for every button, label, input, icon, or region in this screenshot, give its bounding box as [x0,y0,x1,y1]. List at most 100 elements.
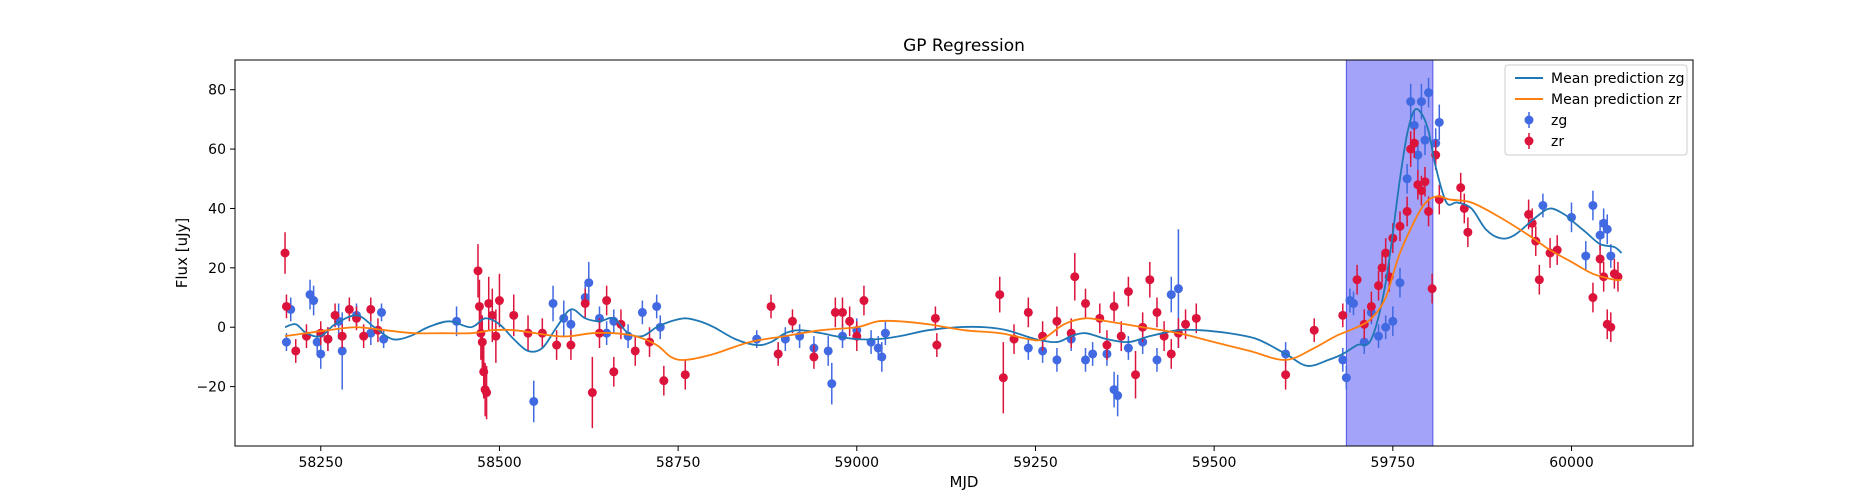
data-point [998,373,1008,383]
data-point [930,313,940,323]
legend-box [1504,64,1688,156]
data-point [1395,278,1405,288]
data-point [548,298,558,308]
x-tick-label: 59500 [1192,455,1237,471]
data-point [529,396,539,406]
plot-frame [234,59,1694,447]
y-tick-label: 0 [217,320,226,336]
legend-marker-zr [1524,133,1534,149]
data-point [1395,221,1405,231]
data-point [1377,263,1387,273]
data-point [1420,135,1430,145]
data-point [1606,322,1616,332]
data-point [1381,322,1391,332]
data-point [1052,316,1062,326]
data-point [580,298,590,308]
y-tick-label: 80 [208,83,226,99]
data-point [280,248,290,258]
data-point [1123,343,1133,353]
data-point [659,376,669,386]
data-point [1102,340,1112,350]
data-point [1581,251,1591,261]
data-point [1109,301,1119,311]
data-point [1388,316,1398,326]
data-point [281,301,291,311]
data-point [377,307,387,317]
data-point [1352,275,1362,285]
data-point [1152,355,1162,365]
data-point [1420,177,1430,187]
data-point [494,296,504,306]
data-point [637,307,647,317]
x-tick-label: 60000 [1549,455,1594,471]
data-point [366,304,376,314]
data-point [609,367,619,377]
data-point [1602,224,1612,234]
data-point [830,307,840,317]
x-tick-label: 58750 [656,455,701,471]
legend-marker-zg [1524,112,1534,128]
y-axis-label: Flux [uJy] [173,218,191,288]
y-tick-label: 60 [208,142,226,158]
data-point [474,301,484,311]
data-point [1173,284,1183,294]
data-point [680,370,690,380]
data-point [1534,275,1544,285]
legend-label-zg: zg [1551,113,1567,129]
data-point [1052,355,1062,365]
data-point [1341,373,1351,383]
data-point [995,290,1005,300]
data-point [482,388,492,398]
data-point [491,331,501,341]
data-point [1281,370,1291,380]
data-point [1070,272,1080,282]
data-point [859,296,869,306]
data-point [766,301,776,311]
data-point [1588,200,1598,210]
data-point [1595,254,1605,264]
y-tick-label: 20 [208,261,226,277]
data-point [1606,251,1616,261]
data-point [873,343,883,353]
x-tick-label: 58250 [298,455,343,471]
data-point [880,328,890,338]
data-point [1588,293,1598,303]
data-point [1023,307,1033,317]
x-tick-label: 59750 [1371,455,1416,471]
data-point [1166,290,1176,300]
data-point [823,346,833,356]
data-point [587,388,597,398]
data-point [1081,355,1090,365]
data-point [1416,97,1426,107]
data-point [602,296,612,306]
chart-title: GP Regression [903,36,1025,56]
data-point [1424,88,1434,98]
data-point [1152,307,1162,317]
data-point [1023,343,1033,353]
data-point [366,328,376,338]
y-tick-label: −20 [196,380,226,396]
x-tick-label: 59250 [1013,455,1058,471]
data-point [1338,310,1348,320]
mean-line-Mean prediction zr [284,195,1622,361]
data-point [809,352,819,362]
data-point [487,310,497,320]
data-point [1338,355,1348,365]
data-point [827,379,837,389]
data-point [1567,212,1576,222]
data-point [1309,325,1319,335]
data-point [877,352,887,362]
mean-line-layer [284,108,1623,367]
data-point [1402,206,1412,216]
data-point [337,331,347,341]
data-point [566,340,576,350]
data-point [337,346,347,356]
y-tick-label: 40 [208,201,226,217]
data-point [509,310,519,320]
data-point [473,266,483,276]
data-point [1349,298,1359,308]
data-point [652,301,662,311]
legend-label-zr: zr [1551,134,1564,150]
data-point [1524,209,1534,219]
data-point [584,278,594,288]
